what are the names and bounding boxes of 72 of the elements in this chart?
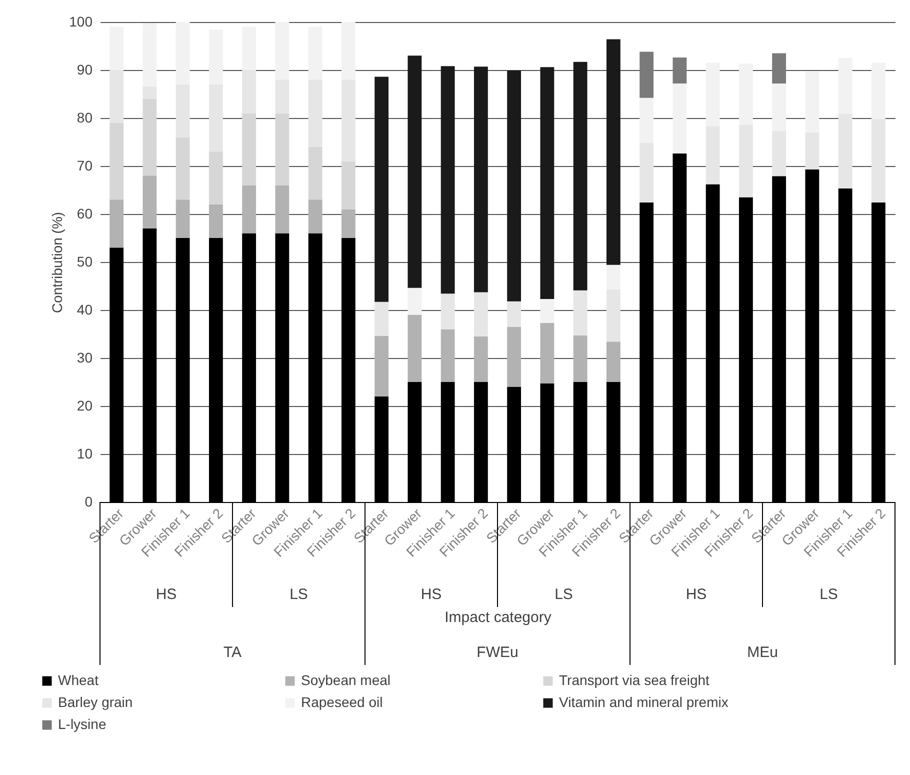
bar	[507, 326, 522, 387]
legend-label: Transport via sea freight	[559, 672, 710, 688]
bar	[308, 146, 322, 200]
bar	[507, 301, 522, 327]
y-tick-label: 10	[76, 446, 93, 462]
legend-label: Rapeseed oil	[301, 694, 383, 710]
bar	[110, 200, 124, 248]
y-tick-label: 60	[76, 206, 93, 222]
text: LS	[820, 586, 838, 603]
bar	[176, 137, 190, 200]
bar	[275, 113, 290, 186]
bar	[573, 335, 588, 382]
text: FWEu	[476, 644, 518, 661]
bar	[374, 302, 389, 336]
text: LS	[554, 586, 573, 603]
legend-label: Wheat	[58, 672, 99, 688]
bar	[474, 292, 488, 336]
y-tick-label: 30	[76, 350, 93, 366]
bar	[440, 329, 455, 382]
y-tick-label: 50	[76, 254, 93, 270]
bar	[573, 62, 588, 290]
bar	[606, 39, 620, 265]
y-tick-label: 70	[76, 158, 93, 174]
bar	[176, 200, 190, 238]
bar	[540, 322, 554, 384]
bar	[374, 336, 389, 396]
y-tick-label: 100	[69, 14, 93, 30]
bar	[672, 83, 687, 154]
y-tick-label: 90	[76, 62, 93, 78]
bar	[772, 53, 786, 84]
bar	[208, 152, 223, 204]
bar	[440, 294, 455, 330]
text: MEu	[747, 644, 778, 661]
legend-label: Barley grain	[58, 694, 133, 710]
bar	[142, 98, 157, 176]
bar	[573, 290, 588, 336]
bar	[408, 314, 422, 382]
bar	[672, 58, 687, 84]
text: HS	[686, 586, 707, 603]
bar	[408, 56, 422, 288]
bar	[474, 336, 488, 382]
bar	[440, 66, 455, 294]
text: LS	[290, 586, 308, 603]
bar	[640, 52, 654, 98]
y-tick-label: 0	[84, 494, 93, 510]
bar	[341, 209, 356, 238]
legend-label: L-lysine	[58, 716, 106, 732]
bar	[540, 298, 554, 323]
bar	[408, 288, 422, 315]
y-tick-label: 20	[76, 398, 93, 414]
bar	[275, 185, 290, 234]
bar	[208, 204, 223, 238]
x-axis-title: Impact category	[444, 608, 552, 626]
bar	[606, 342, 620, 382]
bar	[242, 185, 256, 234]
bar	[540, 67, 554, 299]
y-tick-label: 80	[76, 110, 93, 126]
y-axis-title: Contribution (%)	[49, 212, 66, 314]
text: HS	[420, 586, 442, 603]
bar	[507, 70, 522, 302]
legend-label: Vitamin and mineral premix	[559, 694, 728, 710]
legend-label: Soybean meal	[301, 672, 391, 688]
bar	[341, 161, 356, 210]
text: HS	[156, 586, 177, 603]
y-tick-label: 40	[76, 302, 93, 318]
bar	[308, 200, 322, 234]
bar	[374, 76, 389, 302]
bar	[110, 122, 124, 200]
bar	[142, 176, 157, 228]
bar	[474, 66, 488, 292]
text: TA	[223, 644, 242, 661]
bar	[242, 113, 256, 186]
